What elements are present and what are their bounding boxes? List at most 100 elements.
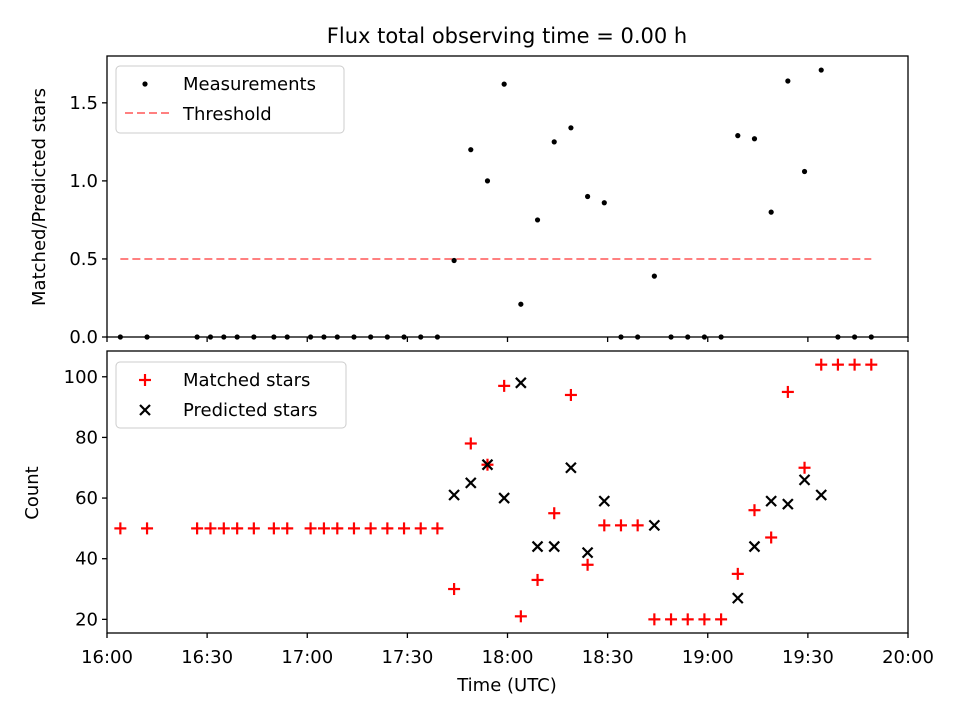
bottom-y-tick-label: 40	[75, 549, 98, 570]
bottom-legend-box	[115, 361, 347, 429]
measurement-point	[451, 257, 457, 264]
predicted-star-point	[598, 495, 611, 507]
bottom-x-tick-label: 17:00	[281, 647, 333, 668]
legend-matched-marker	[139, 374, 151, 386]
matched-star-point	[364, 522, 377, 535]
matched-star-point	[431, 522, 444, 535]
predicted-star-point	[648, 519, 661, 532]
top-legend-box	[115, 65, 345, 134]
measurement-point	[551, 139, 557, 145]
matched-star-point	[548, 507, 561, 520]
matched-star-point	[748, 504, 761, 517]
top-y-tick-label: 1.5	[69, 93, 98, 114]
predicted-star-point	[548, 540, 561, 553]
predicted-star-point	[748, 540, 761, 553]
measurement-point	[468, 147, 474, 153]
matched-star-point	[331, 522, 344, 535]
matched-star-point	[631, 519, 644, 532]
matched-star-point	[498, 379, 511, 392]
legend-threshold-label: Threshold	[182, 104, 272, 125]
measurement-point	[785, 78, 791, 84]
matched-star-point	[114, 522, 127, 535]
predicted-star-stroke-b	[515, 377, 527, 389]
bottom-x-tick-label: 18:00	[482, 647, 534, 668]
legend-matched-label: Matched stars	[183, 370, 310, 391]
predicted-star-point	[565, 461, 577, 474]
predicted-star-stroke-b	[581, 546, 594, 559]
legend-predicted-label: Predicted stars	[183, 400, 317, 421]
bottom-y-tick-label: 20	[75, 609, 98, 630]
bottom-x-tick-label: 18:30	[582, 647, 634, 668]
matched-star-point	[191, 522, 204, 535]
bottom-x-tick-label: 20:00	[882, 647, 934, 668]
matched-star-point	[347, 522, 360, 535]
matched-star-point	[815, 358, 828, 371]
matched-star-point	[464, 437, 477, 450]
matched-star-point	[848, 358, 861, 371]
matched-star-point	[531, 573, 544, 586]
top-y-axis-label: Matched/Predicted stars	[29, 88, 50, 306]
matched-star-point	[217, 522, 230, 535]
predicted-star-point	[732, 592, 744, 604]
predicted-star-stroke-b	[782, 498, 794, 510]
matched-star-point	[598, 519, 611, 532]
top-y-tick-label: 0.0	[69, 327, 98, 348]
predicted-star-point	[782, 498, 794, 510]
legend-measurements-marker	[142, 81, 148, 87]
bottom-x-ticks: 16:00 16:30 17:00 17:30 18:00 18:30 19:00 19:30…	[81, 633, 934, 668]
predicted-star-stroke-b	[465, 477, 477, 489]
bottom-x-tick-label: 19:30	[782, 647, 834, 668]
matched-star-point	[267, 522, 280, 535]
matched-star-point	[731, 567, 744, 580]
matched-star-point	[865, 358, 878, 371]
measurement-point	[751, 136, 758, 142]
matched-star-point	[381, 522, 394, 535]
matched-star-point	[681, 613, 694, 626]
measurement-point	[651, 273, 657, 279]
measurement-point	[585, 193, 591, 200]
predicted-star-point	[448, 489, 460, 501]
predicted-star-point	[498, 492, 510, 504]
matched-star-point	[514, 610, 527, 623]
measurement-point	[735, 133, 741, 139]
bottom-x-axis-label: Time (UTC)	[456, 675, 557, 696]
matched-star-point	[781, 385, 794, 398]
top-y-ticks: 0.0 0.5 1.0 1.5	[69, 93, 107, 348]
bottom-x-tick-label: 16:30	[181, 647, 233, 668]
predicted-star-point	[815, 489, 828, 501]
predicted-star-stroke-b	[481, 458, 494, 471]
bottom-y-ticks: 20 40 60 80 100	[64, 367, 107, 630]
bottom-y-axis-label: Count	[22, 466, 43, 519]
matched-star-point	[247, 522, 260, 535]
predicted-star-stroke-b	[548, 540, 561, 553]
bottom-y-tick-label: 100	[64, 367, 98, 388]
matched-star-point	[398, 522, 411, 535]
matched-star-point	[141, 522, 154, 535]
predicted-star-stroke-b	[815, 489, 828, 501]
predicted-star-point	[581, 546, 594, 559]
predicted-star-point	[481, 458, 494, 471]
bottom-y-tick-label: 60	[75, 488, 98, 509]
matched-star-point	[231, 522, 244, 535]
matched-star-point	[831, 358, 844, 371]
predicted-star-stroke-b	[648, 519, 661, 532]
legend-predicted-marker	[139, 404, 151, 416]
measurement-point	[768, 209, 774, 215]
predicted-star-point	[765, 495, 777, 507]
bottom-x-tick-label: 17:30	[381, 647, 433, 668]
top-chart-title: Flux total observing time = 0.00 h	[327, 24, 687, 48]
predicted-star-point	[798, 474, 811, 486]
predicted-star-stroke-b	[531, 540, 544, 553]
top-panel: Flux total observing time = 0.00 h Match…	[29, 24, 909, 348]
matched-star-point	[765, 531, 778, 544]
legend-measurements-label: Measurements	[183, 74, 316, 95]
top-y-tick-label: 1.0	[69, 171, 98, 192]
predicted-star-stroke-b	[498, 492, 510, 504]
measurement-point	[601, 200, 607, 206]
measurement-point	[568, 125, 574, 131]
bottom-x-tick-label: 19:00	[682, 647, 734, 668]
measurement-point	[801, 168, 808, 175]
bottom-legend: Matched stars Predicted stars	[115, 361, 347, 429]
predicted-star-stroke-b	[798, 474, 811, 486]
